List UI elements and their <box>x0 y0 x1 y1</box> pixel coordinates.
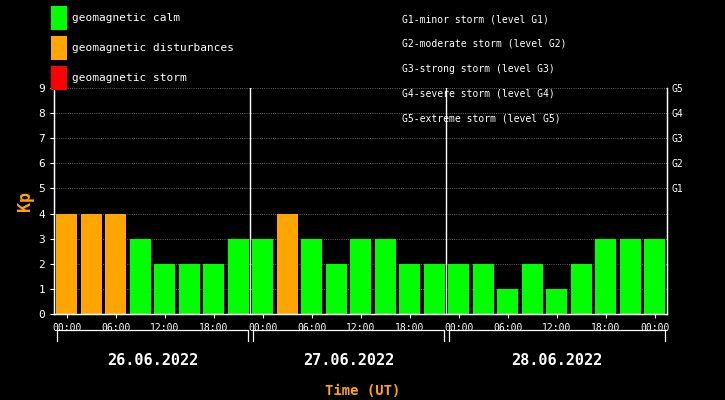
Text: geomagnetic storm: geomagnetic storm <box>72 73 187 83</box>
Bar <box>424 264 444 314</box>
Y-axis label: Kp: Kp <box>17 191 34 211</box>
Bar <box>350 239 371 314</box>
Text: G4-severe storm (level G4): G4-severe storm (level G4) <box>402 88 555 98</box>
Text: geomagnetic disturbances: geomagnetic disturbances <box>72 43 234 53</box>
Bar <box>302 239 322 314</box>
Bar <box>277 214 297 314</box>
Bar <box>547 289 567 314</box>
Bar <box>179 264 199 314</box>
Text: Time (UT): Time (UT) <box>325 384 400 398</box>
Bar <box>80 214 102 314</box>
Text: G5-extreme storm (level G5): G5-extreme storm (level G5) <box>402 113 561 123</box>
Bar <box>448 264 469 314</box>
Bar <box>57 214 77 314</box>
Bar <box>130 239 151 314</box>
Bar <box>522 264 542 314</box>
Bar <box>375 239 396 314</box>
Bar <box>154 264 175 314</box>
Text: geomagnetic calm: geomagnetic calm <box>72 13 181 23</box>
Text: 28.06.2022: 28.06.2022 <box>511 353 602 368</box>
Text: 26.06.2022: 26.06.2022 <box>107 353 198 368</box>
Bar <box>473 264 494 314</box>
Bar <box>203 264 224 314</box>
Bar <box>497 289 518 314</box>
Bar <box>326 264 347 314</box>
Text: G2-moderate storm (level G2): G2-moderate storm (level G2) <box>402 39 567 49</box>
Bar <box>399 264 420 314</box>
Text: 27.06.2022: 27.06.2022 <box>303 353 394 368</box>
Bar <box>228 239 249 314</box>
Bar <box>105 214 126 314</box>
Bar <box>595 239 616 314</box>
Bar <box>645 239 665 314</box>
Text: G1-minor storm (level G1): G1-minor storm (level G1) <box>402 14 550 24</box>
Bar <box>620 239 641 314</box>
Bar <box>571 264 592 314</box>
Bar <box>252 239 273 314</box>
Text: G3-strong storm (level G3): G3-strong storm (level G3) <box>402 64 555 74</box>
